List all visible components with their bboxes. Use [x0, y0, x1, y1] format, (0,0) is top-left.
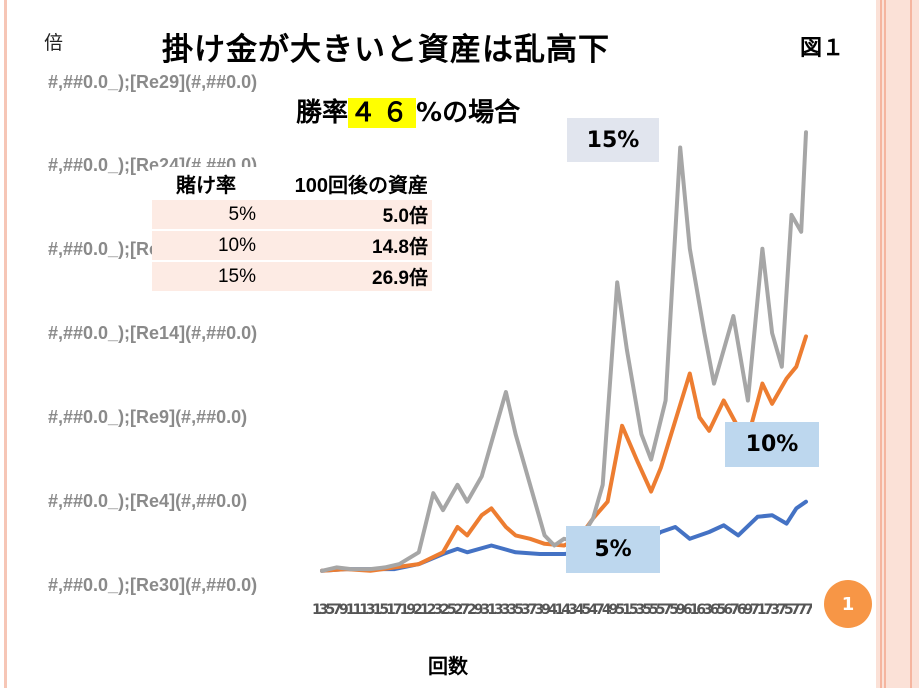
figure-label: 図１	[800, 36, 845, 61]
table-cell-rate: 5%	[152, 200, 260, 231]
frame-right-line	[910, 0, 912, 688]
frame-right-line	[884, 0, 886, 688]
slide-title: 掛け金が大きいと資産は乱高下	[162, 32, 610, 68]
y-tick-label: #,##0.0_);[Re4](#,##0.0)	[48, 491, 248, 511]
series-line-5	[320, 499, 808, 573]
series-label-5: 5%	[566, 526, 660, 573]
series-label-15: 15%	[567, 118, 659, 162]
table-header-row: 賭け率 100回後の資産	[152, 167, 432, 200]
chart-subtitle: 勝率４６%の場合	[296, 92, 520, 129]
bet-rate-table: 賭け率 100回後の資産 5% 5.0倍 10% 14.8倍 15% 26.9倍	[152, 167, 432, 293]
win-rate-highlight: ４６	[348, 98, 417, 128]
y-unit-label: 倍	[44, 32, 64, 54]
subtitle-prefix: 勝率	[296, 98, 349, 128]
page-number-badge: 1	[824, 580, 872, 628]
table-cell-rate: 15%	[152, 261, 260, 293]
y-tick-label: #,##0.0_);[Re29](#,##0.0)	[48, 72, 258, 92]
series-label-10: 10%	[725, 422, 819, 467]
frame-right-line	[880, 0, 882, 688]
table-cell-rate: 10%	[152, 230, 260, 262]
table-cell-asset: 26.9倍	[260, 261, 432, 293]
table-cell-asset: 14.8倍	[260, 230, 432, 262]
header-asset-after-100: 100回後の資産	[260, 167, 432, 200]
x-tick-labels: 1357911131517192123252729313335373941434…	[312, 603, 812, 618]
frame-left-stripe	[4, 0, 7, 688]
table-cell-asset: 5.0倍	[260, 200, 432, 231]
header-bet-rate: 賭け率	[152, 167, 260, 200]
subtitle-suffix: %の場合	[416, 98, 521, 128]
table-row: 10% 14.8倍	[152, 230, 432, 262]
table-row: 5% 5.0倍	[152, 200, 432, 231]
y-tick-label: #,##0.0_);[Re14](#,##0.0)	[48, 323, 258, 343]
y-tick-label: #,##0.0_);[Re30](#,##0.0)	[48, 575, 258, 595]
y-tick-label: #,##0.0_);[Re9](#,##0.0)	[48, 407, 248, 427]
table-row: 15% 26.9倍	[152, 261, 432, 293]
x-axis-label: 回数	[428, 654, 468, 678]
